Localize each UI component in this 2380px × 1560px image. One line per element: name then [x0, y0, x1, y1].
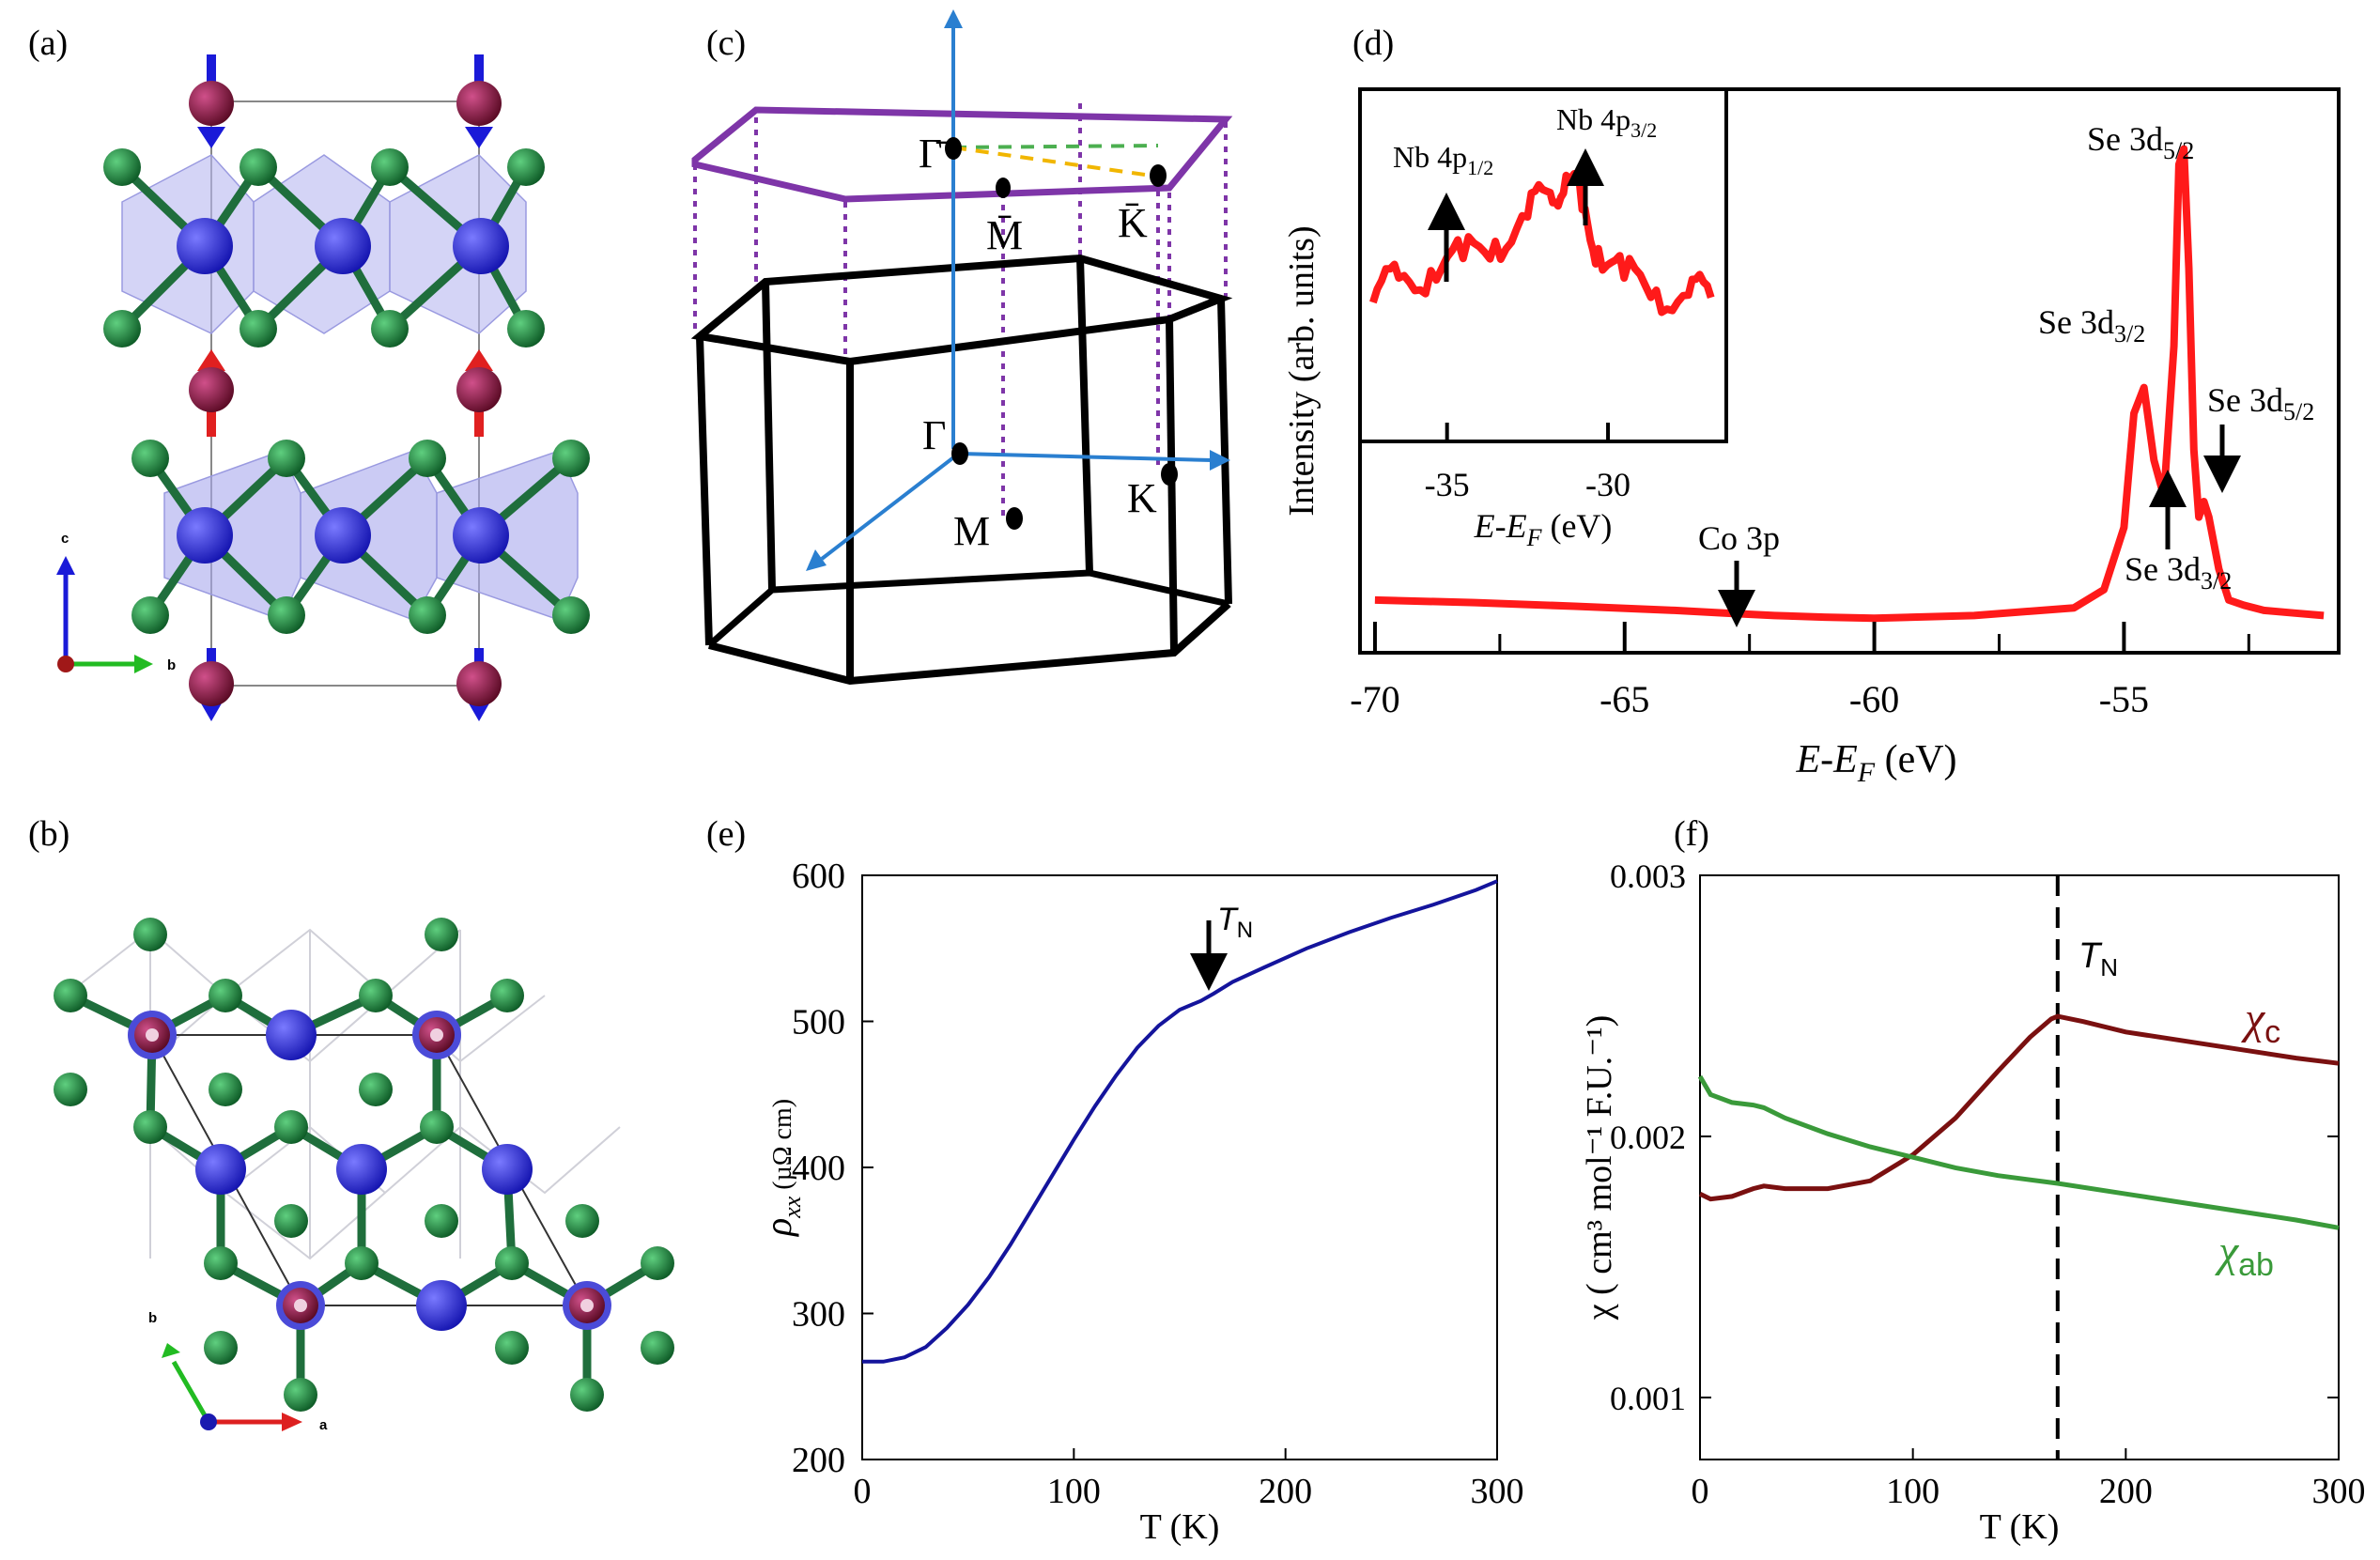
axis-c-label-a: c — [61, 531, 69, 547]
se-atoms-a — [103, 148, 590, 634]
axis-a-label-b: a — [319, 1417, 328, 1433]
se-3d52-label-1: Se 3d5/2 — [2087, 120, 2194, 164]
xlabel-inset: E-EF (eV) — [1474, 507, 1613, 551]
tn-label-e: TN — [1217, 902, 1253, 943]
x-tick-label-d: -60 — [1849, 678, 1899, 720]
resistivity-curve — [862, 879, 1498, 1364]
nb-4p32-label: Nb 4p3/2 — [1556, 102, 1657, 142]
inset-frame — [1358, 87, 1728, 443]
co-3p-label: Co 3p — [1698, 519, 1780, 557]
gamma-point — [951, 442, 968, 465]
m-label: M — [953, 508, 990, 554]
plot-frame-e — [861, 874, 1498, 1460]
panel-a-label: (a) — [28, 23, 68, 63]
axis-b-label-b: b — [148, 1310, 157, 1326]
x-tick-label-f: 0 — [1692, 1472, 1709, 1511]
x-tick-label-d: -65 — [1600, 678, 1649, 720]
reciprocal-axes — [806, 9, 1230, 571]
k-points — [945, 137, 1178, 530]
y-tick-label-e: 200 — [792, 1441, 845, 1480]
x-tick-label-f: 300 — [2312, 1472, 2366, 1511]
panel-b-crystal-top-view: (b) — [28, 814, 674, 1433]
bulk-bz-prism — [690, 254, 1233, 686]
xlabel-f: T (K) — [1980, 1507, 2060, 1547]
se-3d52-label-2: Se 3d5/2 — [2207, 381, 2314, 425]
plot-frame-f — [1699, 874, 2340, 1460]
y-tick-label-e: 300 — [792, 1295, 845, 1335]
x-ticks-inset: -35 -30 — [1425, 423, 1630, 503]
panel-e-label: (e) — [706, 814, 746, 854]
x-tick-label-d: -55 — [2099, 678, 2149, 720]
y-tick-label-f: 0.001 — [1610, 1380, 1686, 1417]
x-tick-label-inset: -30 — [1585, 466, 1630, 503]
x-tick-label-e: 300 — [1471, 1472, 1524, 1511]
x-tick-label-e: 0 — [854, 1472, 872, 1511]
k-bar-point — [1150, 164, 1167, 187]
k-label: K — [1127, 475, 1157, 521]
m-point — [1006, 507, 1023, 530]
x-tick-label-inset: -35 — [1425, 466, 1470, 503]
x-tick-label-e: 100 — [1047, 1472, 1101, 1511]
nb-atoms-a — [177, 218, 509, 564]
axes-triad-b: b a — [148, 1310, 328, 1433]
ylabel-f: χ ( cm³ mol⁻¹ F.U.⁻¹) — [1580, 1015, 1619, 1321]
x-ticks-d: -70 -65 -60 -55 — [1350, 622, 2250, 720]
chi-ab-curve — [1697, 1074, 2340, 1230]
panel-d-xps-spectrum: (d) -70 -65 -60 -55 -35 -30 Intensity (arb. … — [1282, 23, 2341, 788]
tn-label-f: TN — [2079, 936, 2118, 981]
gamma-bar-point — [945, 137, 962, 160]
co-atoms-b — [128, 1011, 611, 1330]
axes-triad-a: c b — [56, 531, 176, 673]
xps-annotations: Nb 4p1/2 Nb 4p3/2 Co 3p Se 3d3/2 Se 3d5/… — [1393, 102, 2314, 627]
m-bar-point — [996, 178, 1011, 198]
co-atoms-a — [189, 54, 502, 721]
panel-b-label: (b) — [28, 814, 70, 854]
axis-b-label-a: b — [167, 657, 176, 673]
ylabel-e: ρxx (µΩ cm) — [757, 1099, 806, 1238]
k-bar-label: K̄ — [1118, 200, 1148, 246]
panel-f-label: (f) — [1674, 814, 1709, 854]
k-point — [1161, 463, 1178, 486]
ylabel-d: Intensity (arb. units) — [1282, 225, 1321, 516]
gamma-bar-label: Γ̄ — [919, 131, 949, 177]
chi-c-label: χc — [2241, 994, 2280, 1050]
x-tick-label-f: 200 — [2099, 1472, 2153, 1511]
chi-ab-label: χab — [2215, 1227, 2274, 1283]
ticks-f: 0 100 200 300 0.001 0.002 0.003 — [1610, 857, 2366, 1511]
xlabel-e: T (K) — [1140, 1507, 1220, 1547]
panel-f-susceptibility: (f) 0 100 200 300 0.001 0.002 0.003 χ ( cm³ mo… — [1580, 814, 2366, 1547]
y-tick-label-f: 0.003 — [1610, 857, 1686, 895]
panel-c-label: (c) — [706, 23, 746, 63]
ticks-e: 0 100 200 300 200 300 400 500 600 — [792, 857, 1524, 1511]
nb-atoms-b — [195, 1010, 533, 1331]
x-tick-label-d: -70 — [1350, 678, 1399, 720]
se-3d32-label-1: Se 3d3/2 — [2038, 303, 2145, 348]
panel-d-label: (d) — [1352, 23, 1394, 63]
chi-c-curve — [1698, 1013, 2340, 1202]
y-tick-label-e: 600 — [792, 857, 845, 896]
m-bar-label: M̄ — [986, 212, 1023, 258]
y-tick-label-e: 400 — [792, 1149, 845, 1188]
panel-e-resistivity: (e) 0 100 200 300 200 300 400 500 600 ρxx (µΩ cm… — [706, 814, 1524, 1547]
xps-inset-curve — [1369, 170, 1715, 317]
x-tick-label-f: 100 — [1886, 1472, 1940, 1511]
panel-c-brillouin-zone: (c) — [690, 9, 1233, 686]
gamma-label: Γ — [922, 412, 946, 458]
high-symmetry-paths — [952, 144, 1159, 178]
y-tick-label-e: 500 — [792, 1003, 845, 1043]
panel-a-crystal-side-view: (a) — [28, 23, 590, 721]
se-3d32-label-2: Se 3d3/2 — [2125, 550, 2232, 595]
x-tick-label-e: 200 — [1259, 1472, 1312, 1511]
nb-4p12-label: Nb 4p1/2 — [1393, 140, 1493, 179]
xlabel-d: E-EF (eV) — [1795, 738, 1956, 788]
y-tick-label-f: 0.002 — [1610, 1119, 1686, 1156]
